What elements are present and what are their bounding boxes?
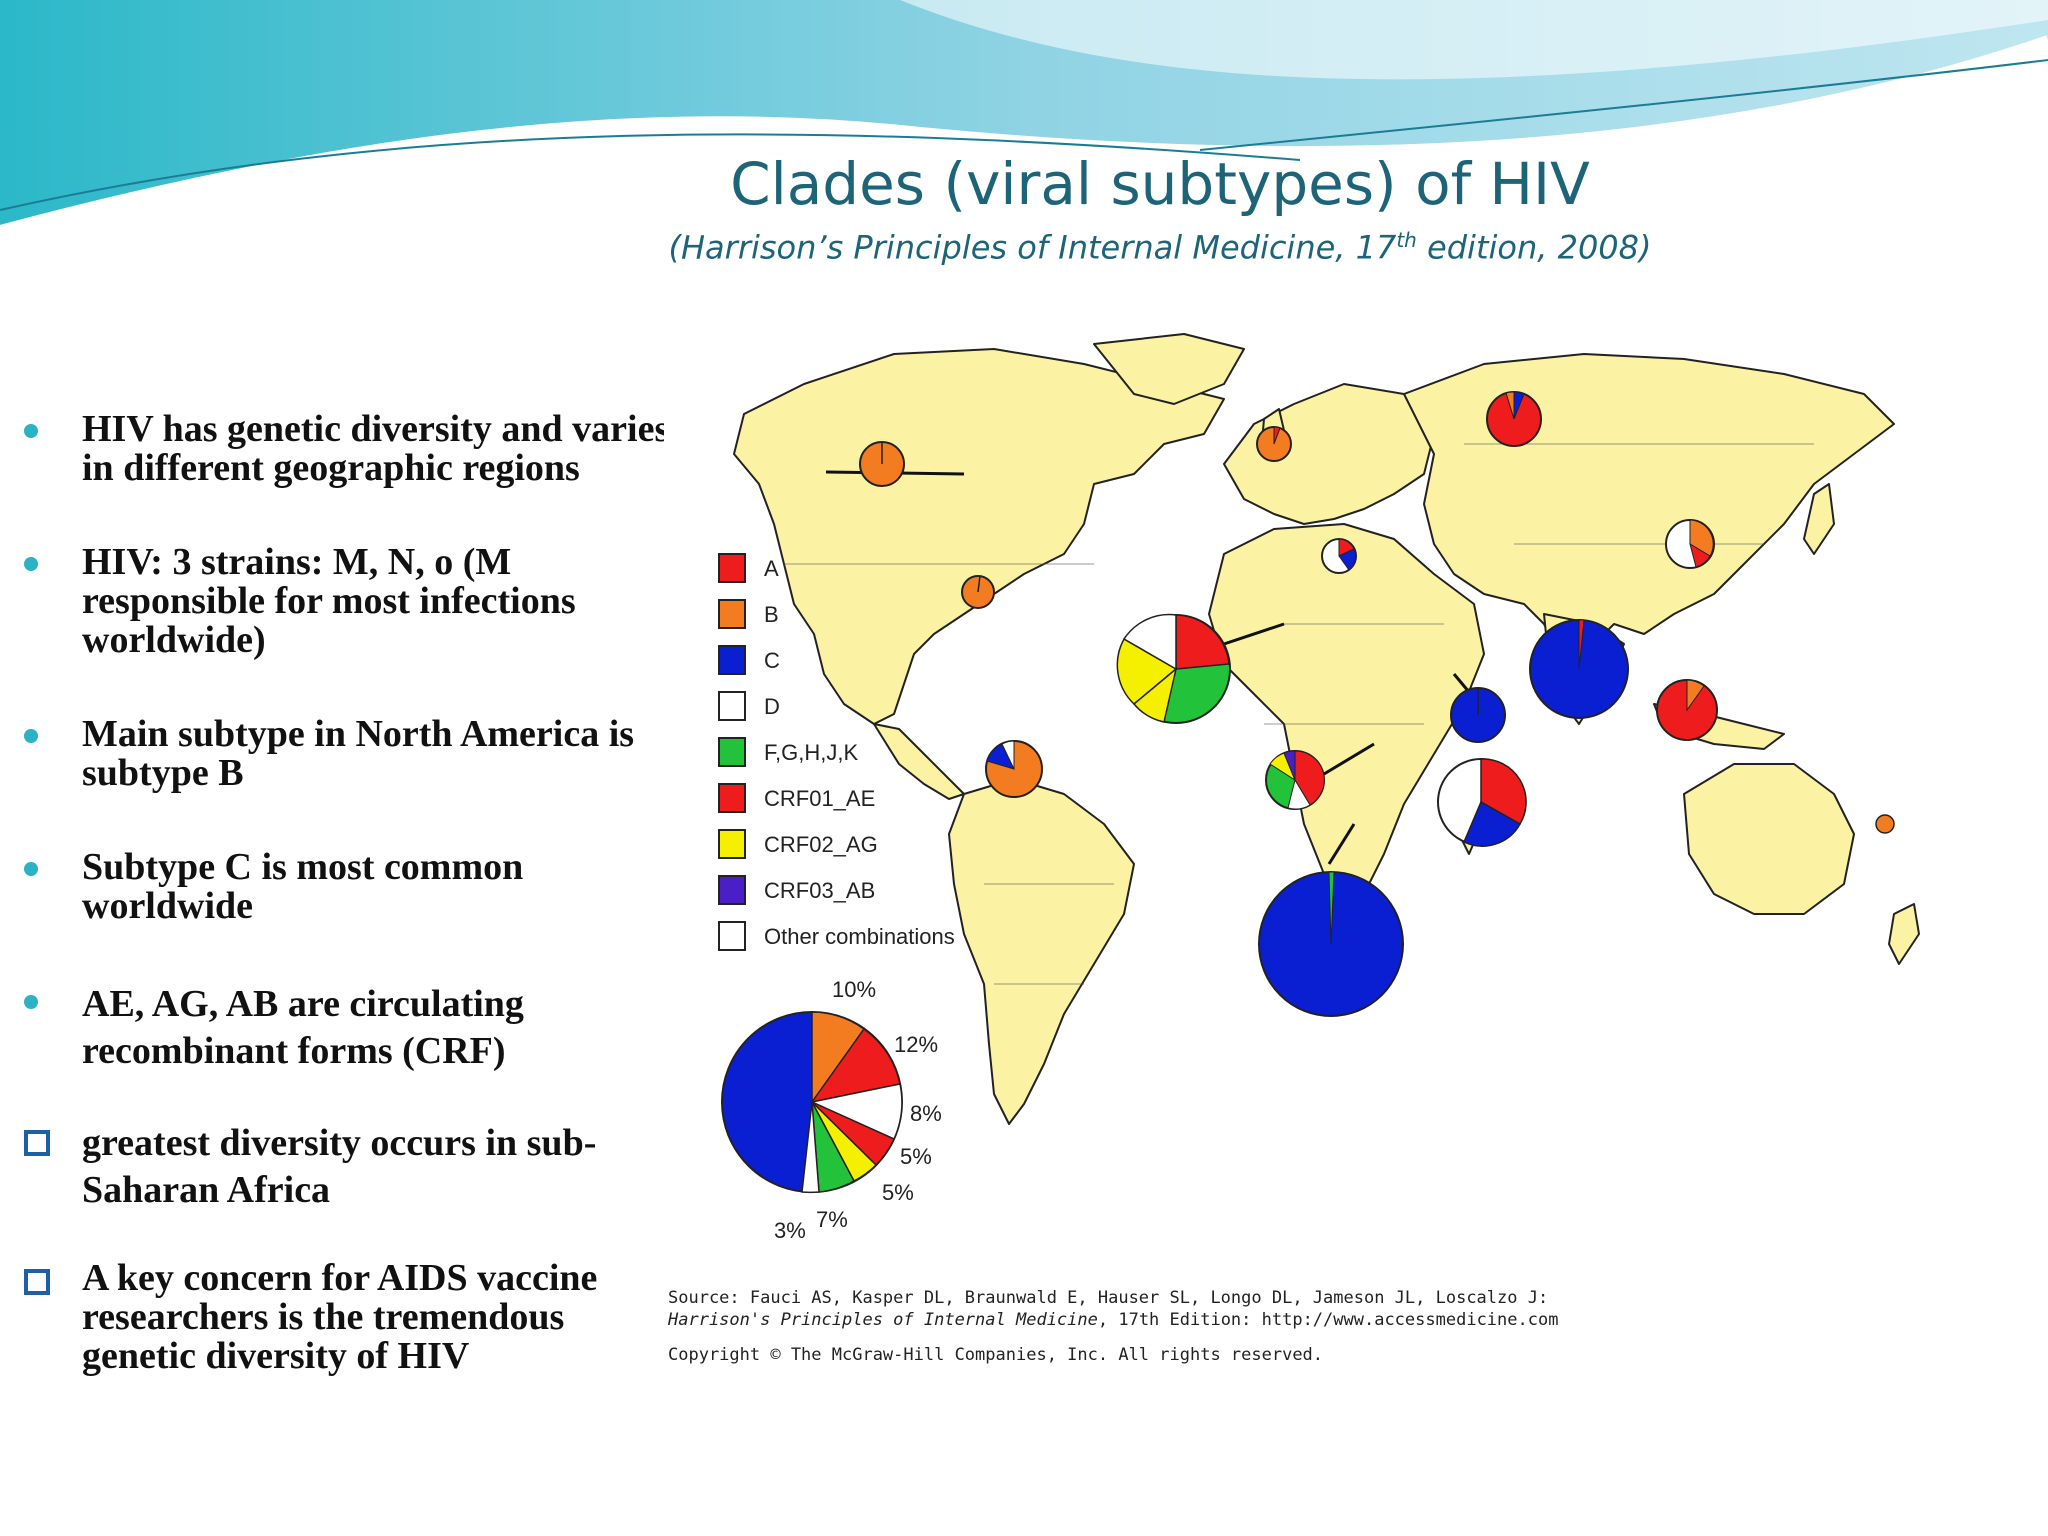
bullet-item: greatest diversity occurs in sub-Saharan… [20, 1120, 670, 1214]
source-line: Harrison's Principles of Internal Medici… [668, 1310, 1559, 1330]
pie-southeast-asia [1656, 679, 1718, 741]
legend-item-fghjk: F,G,H,J,K [718, 737, 858, 767]
legend-item-b: B [718, 599, 779, 629]
greenland-shape [1093, 333, 1245, 405]
pie-western-europe [1256, 426, 1292, 462]
legend-item-crf01-ae: CRF01_AE [718, 783, 875, 813]
pie-caribbean [961, 575, 995, 609]
bullet-dot-icon [24, 729, 38, 743]
australia-shape [1683, 763, 1855, 915]
pie-central-africa [1265, 750, 1325, 810]
bullet-dot-icon [24, 995, 38, 1009]
header-wave [0, 0, 2048, 235]
africa-shape [1208, 523, 1485, 905]
south-america-shape [948, 778, 1135, 1125]
pie-india [1529, 619, 1629, 719]
new-zealand-shape [1888, 903, 1920, 965]
legend-item-other: Other combinations [718, 921, 955, 951]
legend-item-a: A [718, 553, 779, 583]
bullet-list: HIV has genetic diversity and varies in … [20, 410, 670, 1431]
slide-title: Clades (viral subtypes) of HIV [730, 150, 1590, 218]
pie-oceania [1875, 814, 1895, 834]
global-pie-label: 5% [882, 1180, 914, 1205]
bullet-dot-icon [24, 424, 38, 438]
svg-text:CRF03_AB: CRF03_AB [764, 878, 875, 903]
svg-text:C: C [764, 648, 780, 673]
global-pie-label: 5% [900, 1144, 932, 1169]
svg-text:F,G,H,J,K: F,G,H,J,K [764, 740, 858, 765]
legend-item-d: D [718, 691, 780, 721]
svg-text:B: B [764, 602, 779, 627]
figure-source: Source: Fauci AS, Kasper DL, Braunwald E… [668, 1287, 1668, 1331]
slide-subtitle: (Harrison’s Principles of Internal Medic… [668, 228, 1652, 267]
figure-copyright: Copyright © The McGraw-Hill Companies, I… [668, 1345, 1324, 1365]
pie-west-africa [1116, 613, 1231, 724]
pie-north-africa [1321, 538, 1357, 574]
bullet-item: HIV: 3 strains: M, N, o (M responsible f… [20, 543, 670, 660]
bullet-item: HIV has genetic diversity and varies in … [20, 410, 670, 488]
svg-text:A: A [764, 556, 779, 581]
legend-item-c: C [718, 645, 780, 675]
legend: A B C D F,G,H,J,K CRF01_AE [718, 553, 955, 951]
global-pie-label: 8% [910, 1101, 942, 1126]
pie-eastern-europe [1486, 391, 1542, 447]
bullet-dot-icon [24, 557, 38, 571]
global-pie: 10% 12% 8% 5% 5% 7% 3% 3% [721, 977, 942, 1243]
bullet-item: AE, AG, AB are circulating recombinant f… [20, 981, 670, 1075]
global-pie-slice-a [810, 1027, 901, 1104]
japan-shape [1803, 483, 1835, 555]
pie-south-america [985, 740, 1043, 798]
global-pie-label: 7% [816, 1207, 848, 1232]
pie-north-america [859, 441, 905, 487]
global-pie-label: 12% [894, 1032, 938, 1057]
global-pie-label: 3% [774, 1218, 806, 1243]
source-line: Source: Fauci AS, Kasper DL, Braunwald E… [668, 1288, 1549, 1308]
svg-text:CRF01_AE: CRF01_AE [764, 786, 875, 811]
pie-east-africa [1450, 687, 1506, 743]
legend-item-crf03-ab: CRF03_AB [718, 875, 875, 905]
pie-east-asia [1665, 519, 1715, 569]
global-pie-label: 10% [832, 977, 876, 1002]
bullet-item: Subtype C is most common worldwide [20, 848, 670, 926]
hiv-clade-world-map: A B C D F,G,H,J,K CRF01_AE [664, 324, 1944, 1364]
svg-text:CRF02_AG: CRF02_AG [764, 832, 878, 857]
bullet-square-icon [24, 1130, 50, 1156]
pie-southeast-africa [1437, 758, 1527, 847]
bullet-square-icon [24, 1269, 50, 1295]
svg-text:Other combinations: Other combinations [764, 924, 955, 949]
regional-pies [859, 391, 1895, 1017]
global-pie-slice-d [801, 1101, 820, 1194]
pie-southern-africa [1258, 871, 1404, 1017]
svg-text:D: D [764, 694, 780, 719]
legend-item-crf02-ag: CRF02_AG [718, 829, 878, 859]
bullet-dot-icon [24, 862, 38, 876]
bullet-item: Main subtype in North America is subtype… [20, 715, 670, 793]
bullet-item: A key concern for AIDS vaccine researche… [20, 1259, 670, 1376]
